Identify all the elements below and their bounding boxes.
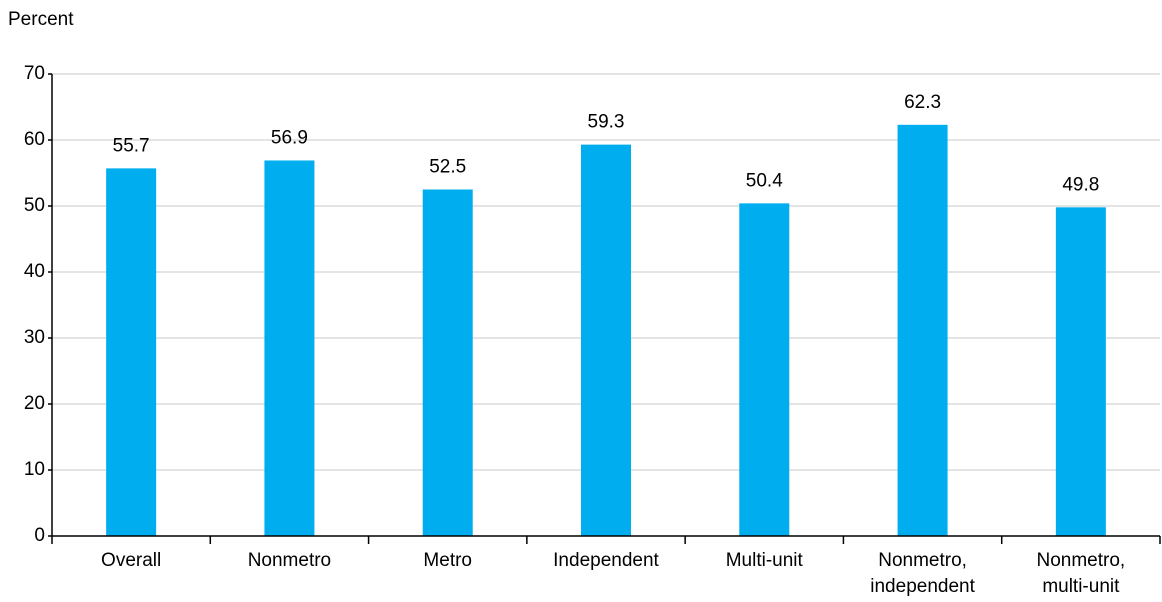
- x-tick-label: Nonmetro,: [878, 550, 967, 571]
- x-tick-label: independent: [870, 576, 975, 597]
- data-label: 59.3: [588, 112, 625, 133]
- bar: [897, 124, 948, 536]
- data-label: 49.8: [1062, 174, 1099, 195]
- data-label: 55.7: [113, 135, 150, 156]
- x-tick-label: Metro: [423, 550, 472, 571]
- bar: [581, 144, 631, 536]
- data-label: 52.5: [429, 157, 466, 178]
- bar: [264, 160, 315, 536]
- bar: [1055, 207, 1106, 536]
- y-tick-label: 20: [24, 393, 45, 414]
- x-tick-label: Independent: [553, 550, 659, 571]
- y-tick-label: 30: [24, 327, 45, 348]
- y-tick-label: 60: [24, 129, 45, 150]
- x-tick-label: Multi-unit: [726, 550, 804, 571]
- x-tick-label: Nonmetro,: [1037, 550, 1126, 571]
- y-tick-label: 40: [24, 261, 45, 282]
- y-tick-label: 70: [24, 63, 45, 84]
- bar: [422, 189, 473, 536]
- data-label: 50.4: [746, 170, 783, 191]
- data-label: 56.9: [271, 127, 308, 148]
- y-tick-label: 50: [24, 195, 45, 216]
- x-tick-label: multi-unit: [1042, 576, 1120, 597]
- bar: [106, 168, 157, 536]
- y-axis-label: Percent: [8, 9, 74, 30]
- y-tick-label: 10: [24, 459, 45, 480]
- x-tick-label: Overall: [101, 550, 161, 571]
- data-label: 62.3: [904, 92, 941, 113]
- x-tick-label: Nonmetro: [248, 550, 331, 571]
- bar: [739, 203, 790, 537]
- y-tick-label: 0: [34, 525, 45, 546]
